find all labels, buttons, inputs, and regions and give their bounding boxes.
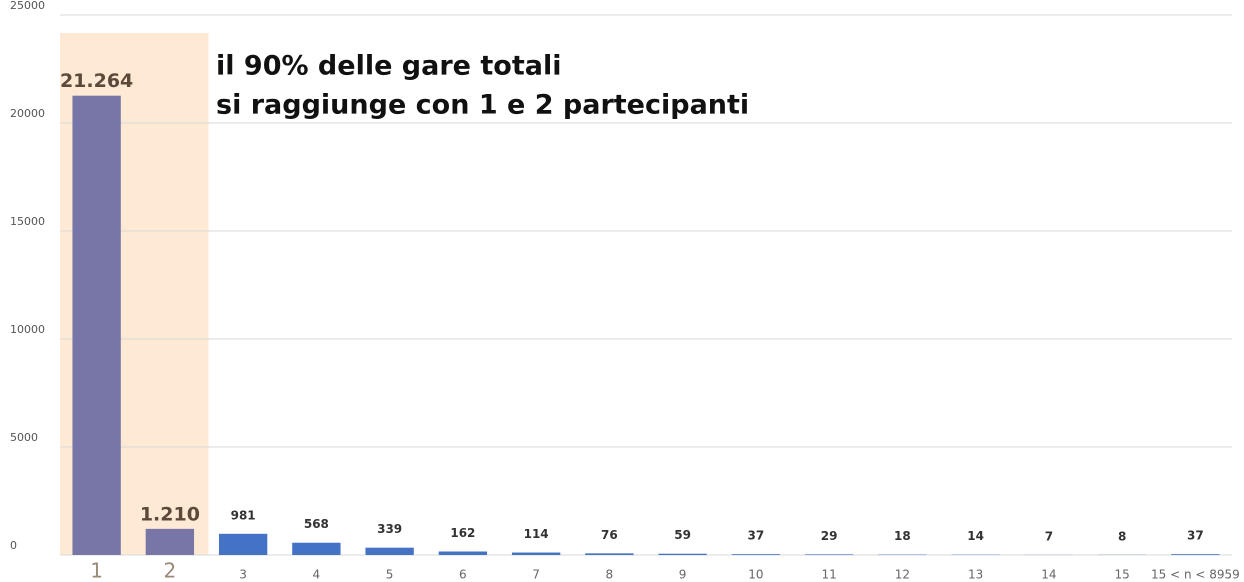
x-tick-label: 7 [532,568,540,582]
bar [145,528,195,555]
y-tick-label: 15000 [10,215,45,228]
bar [511,552,561,555]
x-tick-label: 15 [1114,568,1129,582]
value-label: 8 [1118,529,1126,543]
bar [731,554,781,555]
x-tick-label: 12 [895,568,910,582]
y-tick-label: 10000 [10,323,45,336]
x-tick-label: 15 < n < 8959 [1151,568,1240,582]
x-tick-label: 1 [90,559,103,582]
bar [365,547,414,555]
x-tick-label: 3 [239,568,247,582]
bar [218,533,268,555]
x-tick-label: 2 [164,559,177,582]
value-label: 114 [524,527,549,541]
bar [585,553,634,555]
value-label: 7 [1045,529,1053,543]
value-label: 1.210 [140,503,200,525]
bar [292,542,341,555]
value-label: 339 [377,522,402,536]
value-label: 162 [450,526,475,540]
bar [438,551,488,555]
x-tick-label: 9 [679,568,687,582]
value-label: 21.264 [60,70,133,92]
x-tick-label: 5 [386,568,394,582]
value-label: 37 [1187,529,1204,543]
bar [72,95,121,555]
value-label: 29 [821,529,838,543]
y-tick-label: 25000 [10,0,45,12]
x-tick-label: 8 [606,568,614,582]
bar [658,553,707,555]
bar [1171,554,1220,555]
value-label: 76 [601,528,618,542]
value-label: 59 [674,528,691,542]
value-label: 568 [304,517,329,531]
value-label: 18 [894,529,911,543]
x-tick-label: 13 [968,568,983,582]
x-tick-label: 6 [459,568,467,582]
value-label: 37 [748,529,765,543]
bar [804,554,854,555]
y-tick-label: 5000 [10,431,38,444]
x-tick-label: 11 [821,568,836,582]
x-tick-label: 4 [313,568,321,582]
annotation: il 90% delle gare totali [216,51,561,82]
x-tick-label: 14 [1041,568,1056,582]
value-label: 981 [231,508,256,522]
y-tick-label: 20000 [10,107,45,120]
y-tick-label: 0 [10,539,17,552]
x-tick-label: 10 [748,568,763,582]
annotation: si raggiunge con 1 e 2 partecipanti [216,90,749,121]
value-label: 14 [967,529,984,543]
